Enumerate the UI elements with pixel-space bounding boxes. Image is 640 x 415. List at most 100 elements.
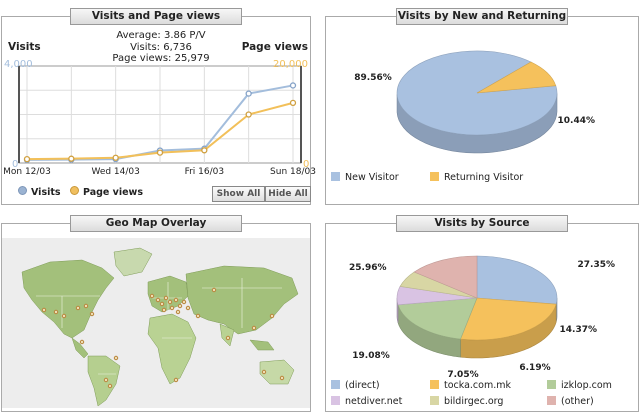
izklop-swatch bbox=[547, 380, 556, 389]
page-views-point bbox=[289, 99, 297, 107]
stat-average: Average: 3.86 P/V bbox=[116, 30, 206, 41]
stat-visits: Visits: 6,736 bbox=[130, 41, 192, 53]
map-marker bbox=[161, 307, 167, 313]
left-tick-max: 4,000 bbox=[4, 59, 33, 70]
panel-title: Geo Map Overlay bbox=[70, 215, 242, 232]
pie-value-label: 7.05% bbox=[447, 370, 478, 380]
world-map[interactable] bbox=[2, 238, 310, 408]
right-tick-min: 0 bbox=[303, 159, 309, 170]
map-marker bbox=[155, 297, 161, 303]
map-marker bbox=[185, 305, 191, 311]
right-tick-max: 20,000 bbox=[273, 59, 308, 70]
pie-value-label: 14.37% bbox=[560, 325, 598, 335]
map-marker bbox=[279, 375, 285, 381]
map-marker bbox=[181, 299, 187, 305]
pie-value-label: 6.19% bbox=[519, 363, 550, 373]
hide-all-button[interactable]: Hide All bbox=[265, 186, 311, 202]
stats-block: Average: 3.86 P/V Visits: 6,736 Page vie… bbox=[86, 30, 236, 65]
new-returning-panel: Visits by New and Returning bbox=[325, 8, 639, 205]
visits-point bbox=[289, 82, 297, 89]
right-axis-title: Page views bbox=[241, 41, 308, 53]
pie-slice-5 bbox=[413, 255, 478, 299]
map-marker bbox=[149, 293, 155, 299]
x-tick-label: Sun 18/03 bbox=[270, 167, 316, 177]
stat-pageviews: Page views: 25,979 bbox=[112, 53, 210, 64]
australia-shape bbox=[259, 359, 295, 385]
new-returning-pie-chart: 89.56% 10.44% bbox=[354, 50, 596, 154]
legend-pageviews: Page views bbox=[70, 186, 143, 198]
legend-other: (other) bbox=[547, 396, 594, 407]
panel-title: Visits by Source bbox=[396, 215, 568, 232]
legend-returning-visitor: Returning Visitor bbox=[430, 172, 523, 183]
panel-title: Visits and Page views bbox=[70, 8, 242, 25]
legend-izklop: izklop.com bbox=[547, 380, 612, 391]
visits-legend-dot bbox=[18, 186, 27, 195]
map-marker bbox=[103, 377, 109, 383]
map-marker bbox=[113, 355, 119, 361]
pie-value-label: 25.96% bbox=[349, 263, 387, 273]
pageviews-legend-dot bbox=[70, 186, 79, 195]
north-america-shape bbox=[21, 259, 115, 339]
pie-slice-2 bbox=[397, 297, 478, 340]
legend-bildirgec: bildirgec.org bbox=[430, 396, 503, 407]
map-marker bbox=[159, 301, 165, 307]
tocka-swatch bbox=[430, 380, 439, 389]
map-marker bbox=[169, 305, 175, 311]
pie-slice-1 bbox=[476, 61, 557, 94]
pie-value-label: 10.44% bbox=[558, 116, 596, 126]
map-marker bbox=[261, 369, 267, 375]
show-all-button[interactable]: Show All bbox=[212, 186, 265, 202]
map-marker bbox=[251, 325, 257, 331]
legend-visits: Visits bbox=[18, 186, 61, 198]
map-marker bbox=[83, 303, 89, 309]
direct-swatch bbox=[331, 380, 340, 389]
southeast-asia-shape bbox=[249, 339, 275, 351]
legend-tocka: tocka.com.mk bbox=[430, 380, 511, 391]
legend-direct: (direct) bbox=[331, 380, 380, 391]
pie-slice-1 bbox=[460, 297, 557, 341]
returning-visitor-swatch bbox=[430, 172, 439, 181]
legend-new-visitor: New Visitor bbox=[331, 172, 399, 183]
map-marker bbox=[163, 295, 169, 301]
x-tick-label: Fri 16/03 bbox=[185, 167, 225, 177]
map-marker bbox=[41, 307, 47, 313]
map-marker bbox=[79, 339, 85, 345]
source-pie-chart: 27.35% 25.96% 19.08% 7.05% 6.19% 14.37% bbox=[349, 255, 616, 380]
pie-value-label: 89.56% bbox=[354, 73, 392, 83]
pie-value-label: 27.35% bbox=[578, 260, 616, 270]
africa-shape bbox=[147, 313, 197, 385]
left-tick-min: 0 bbox=[12, 159, 18, 170]
map-marker bbox=[173, 377, 179, 383]
pie-value-label: 19.08% bbox=[352, 351, 390, 361]
page-views-point bbox=[112, 154, 119, 161]
left-axis-title: Visits bbox=[8, 41, 41, 53]
map-marker bbox=[177, 303, 183, 309]
panel-title: Visits by New and Returning bbox=[396, 8, 568, 25]
map-marker bbox=[167, 299, 173, 305]
x-tick-label: Mon 12/03 bbox=[3, 167, 51, 177]
new-visitor-swatch bbox=[331, 172, 340, 181]
continents bbox=[21, 247, 299, 407]
map-marker bbox=[175, 309, 181, 315]
page-views-point bbox=[201, 147, 208, 154]
bildirgec-swatch bbox=[430, 396, 439, 405]
page-views-point bbox=[23, 155, 31, 163]
greenland-shape bbox=[113, 247, 153, 277]
other-swatch bbox=[547, 396, 556, 405]
country-borders bbox=[36, 278, 282, 375]
map-marker bbox=[173, 297, 179, 303]
india-shape bbox=[219, 323, 235, 347]
pie-slice-0 bbox=[476, 255, 558, 305]
south-america-shape bbox=[87, 355, 121, 407]
legend-netdiver: netdiver.net bbox=[331, 396, 402, 407]
map-marker bbox=[195, 313, 201, 319]
netdiver-swatch bbox=[331, 396, 340, 405]
map-marker bbox=[89, 311, 95, 317]
visits-point bbox=[245, 90, 252, 97]
central-america-shape bbox=[71, 337, 89, 359]
map-marker bbox=[107, 383, 113, 389]
visit-markers bbox=[41, 287, 285, 389]
map-marker bbox=[61, 313, 67, 319]
page-views-point bbox=[68, 155, 75, 162]
